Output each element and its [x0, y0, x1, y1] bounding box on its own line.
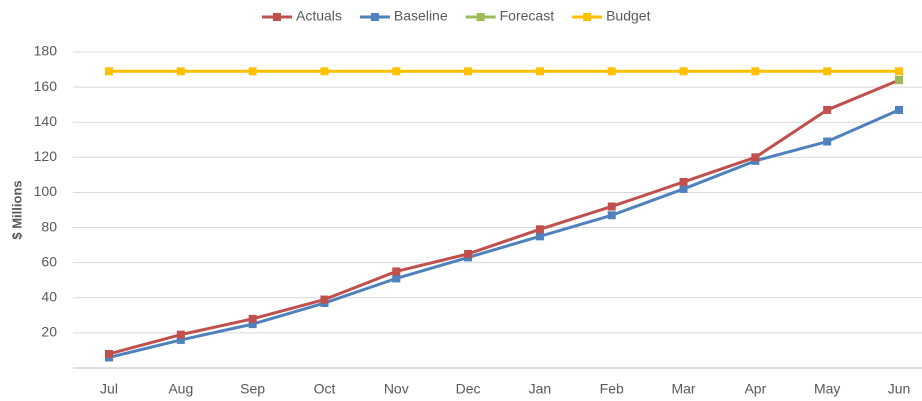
series-marker — [895, 105, 903, 114]
series-marker — [679, 177, 688, 186]
y-tick-label: 160 — [34, 78, 58, 94]
series-marker — [679, 184, 688, 193]
x-tick-label: Feb — [600, 381, 624, 397]
series-marker — [392, 67, 401, 76]
x-tick-label: Jul — [100, 381, 118, 397]
y-tick-label: 80 — [41, 218, 57, 234]
y-tick-label: 20 — [41, 324, 57, 340]
x-tick-label: Sep — [240, 381, 265, 397]
y-tick-label: 180 — [34, 43, 58, 59]
series-marker — [464, 67, 473, 76]
series-marker — [751, 153, 760, 162]
series-line — [108, 78, 900, 356]
series-line — [108, 108, 900, 359]
series-marker — [248, 314, 257, 323]
series-marker — [751, 67, 760, 76]
series-marker — [176, 67, 185, 76]
series-marker — [176, 330, 185, 339]
y-tick-label: 40 — [41, 288, 57, 304]
series-marker — [105, 349, 113, 358]
series-marker — [392, 274, 401, 283]
y-tick-label: 120 — [34, 148, 58, 164]
series-marker — [535, 67, 544, 76]
x-tick-label: May — [814, 381, 840, 397]
x-tick-label: Oct — [314, 381, 336, 397]
series-marker — [535, 232, 544, 241]
y-tick-label: 60 — [41, 253, 57, 269]
series-marker — [679, 67, 688, 76]
x-tick-label: Mar — [671, 381, 695, 397]
series-marker — [607, 202, 616, 211]
series-marker — [823, 67, 832, 76]
series-marker — [607, 67, 616, 76]
legend-marker — [273, 13, 281, 21]
series-marker — [535, 225, 544, 234]
x-tick-label: Aug — [168, 381, 193, 397]
x-tick-label: Apr — [744, 381, 766, 397]
series-marker — [105, 67, 113, 76]
series-marker — [823, 137, 832, 146]
y-tick-label: 100 — [34, 183, 58, 199]
series-marker — [320, 295, 329, 304]
series-marker — [464, 249, 473, 258]
series-marker — [895, 76, 903, 85]
legend-label: Forecast — [500, 8, 555, 24]
series-marker — [823, 105, 832, 114]
series-marker — [392, 267, 401, 276]
series-marker — [607, 211, 616, 220]
x-tick-label: Jun — [888, 381, 911, 397]
legend-marker — [583, 13, 592, 21]
y-tick-label: 140 — [34, 113, 58, 129]
series-marker — [248, 67, 257, 76]
legend-marker — [370, 13, 379, 21]
series-marker — [320, 67, 329, 76]
legend-label: Actuals — [296, 8, 342, 24]
legend-label: Baseline — [394, 8, 448, 24]
series-marker — [176, 335, 185, 344]
legend-label: Budget — [606, 8, 650, 24]
x-tick-label: Jan — [529, 381, 552, 397]
x-tick-label: Nov — [384, 381, 409, 397]
series-marker — [248, 320, 257, 329]
y-axis-label: $ Millions — [9, 180, 24, 239]
x-tick-label: Dec — [456, 381, 481, 397]
legend-marker — [476, 13, 485, 21]
series-marker — [895, 67, 903, 76]
